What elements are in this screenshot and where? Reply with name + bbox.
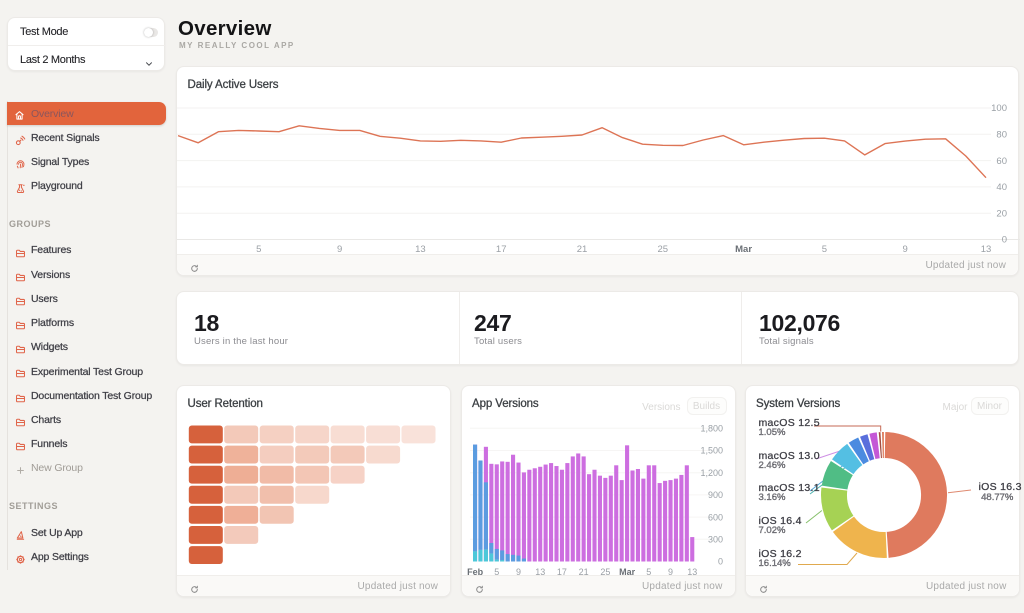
svg-text:Mar: Mar	[735, 244, 752, 255]
svg-text:13: 13	[415, 244, 426, 255]
svg-text:21: 21	[577, 244, 588, 255]
svg-text:300: 300	[707, 535, 722, 545]
svg-text:20: 20	[996, 208, 1007, 219]
svg-text:600: 600	[707, 512, 722, 522]
svg-text:17: 17	[556, 567, 566, 577]
svg-text:1,800: 1,800	[700, 424, 723, 434]
svg-text:40: 40	[996, 182, 1007, 193]
svg-text:Feb: Feb	[467, 567, 484, 577]
svg-text:13: 13	[687, 567, 697, 577]
svg-text:80: 80	[996, 130, 1007, 141]
svg-text:100: 100	[991, 103, 1007, 114]
svg-text:9: 9	[667, 567, 672, 577]
svg-text:21: 21	[578, 567, 588, 577]
svg-text:5: 5	[256, 244, 261, 255]
svg-text:9: 9	[515, 567, 520, 577]
svg-text:25: 25	[600, 567, 610, 577]
svg-text:9: 9	[903, 244, 908, 255]
svg-text:5: 5	[494, 567, 499, 577]
svg-text:60: 60	[996, 156, 1007, 167]
svg-text:17: 17	[496, 244, 507, 255]
svg-text:5: 5	[822, 244, 827, 255]
svg-text:900: 900	[707, 490, 722, 500]
svg-text:1,500: 1,500	[700, 446, 723, 456]
svg-text:9: 9	[337, 244, 342, 255]
svg-text:0: 0	[717, 557, 722, 567]
svg-text:Mar: Mar	[619, 567, 636, 577]
svg-text:13: 13	[535, 567, 545, 577]
svg-text:1,200: 1,200	[700, 468, 723, 478]
svg-text:0: 0	[1002, 235, 1007, 246]
svg-text:13: 13	[981, 244, 992, 255]
svg-text:5: 5	[646, 567, 651, 577]
svg-text:25: 25	[658, 244, 669, 255]
